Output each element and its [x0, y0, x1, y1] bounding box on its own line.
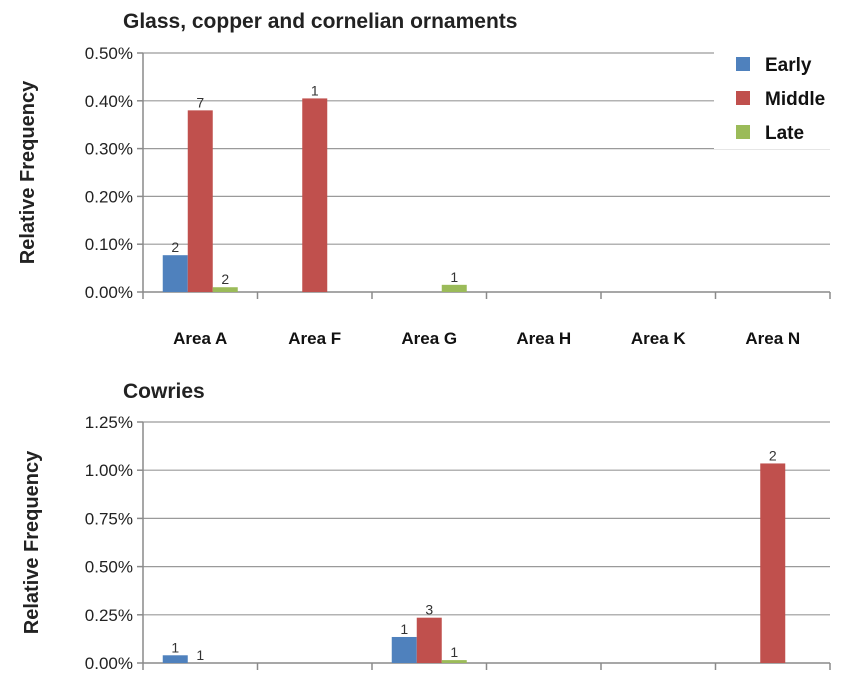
category-label: Area A [173, 329, 227, 348]
data-label: 2 [221, 271, 229, 287]
legend: Early Middle Late [714, 47, 830, 149]
category-label: Area N [745, 329, 800, 348]
data-label: 1 [196, 647, 204, 663]
y-tick-label: 0.00% [85, 654, 133, 673]
data-label: 2 [171, 239, 179, 255]
legend-swatch [736, 91, 750, 105]
data-label: 1 [400, 621, 408, 637]
y-axis-label: Relative Frequency [17, 80, 39, 264]
legend-swatch [736, 57, 750, 71]
chart-2: Cowries Relative Frequency 0.00% 0.25% 0.50%… [21, 380, 831, 673]
bar-late-3 [441, 660, 467, 663]
y-tick-label: 0.75% [85, 509, 133, 528]
legend-label: Early [765, 55, 812, 76]
bar-late-3 [441, 284, 467, 292]
data-label: 1 [450, 644, 458, 660]
chart-title: Cowries [123, 380, 205, 403]
legend-label: Middle [765, 89, 825, 110]
y-tick-label: 0.50% [85, 558, 133, 577]
category-label: Area F [288, 329, 341, 348]
y-tick-label: 0.20% [85, 187, 133, 206]
category-label: Area K [631, 329, 687, 348]
bar-early-3 [391, 636, 417, 663]
y-tick-label: 0.50% [85, 44, 133, 63]
y-tick-label: 0.30% [85, 140, 133, 159]
data-label: 7 [196, 94, 204, 110]
legend-background [714, 47, 830, 149]
chart-1: Glass, copper and cornelian ornaments Rel… [17, 10, 831, 348]
y-tick-label: 0.25% [85, 606, 133, 625]
bar-middle-2 [302, 98, 328, 292]
data-label: 1 [311, 82, 319, 98]
data-label: 2 [769, 447, 777, 463]
category-label: Area H [516, 329, 571, 348]
y-tick-label: 0.00% [85, 283, 133, 302]
bar-early-1 [162, 655, 188, 663]
data-label: 1 [171, 639, 179, 655]
bar-late-1 [212, 287, 238, 292]
y-tick-label: 1.25% [85, 413, 133, 432]
bar-middle-6 [760, 463, 786, 663]
legend-label: Late [765, 123, 804, 144]
chart-title: Glass, copper and cornelian ornaments [123, 10, 517, 33]
y-tick-label: 0.40% [85, 92, 133, 111]
data-label: 1 [450, 269, 458, 285]
y-tick-label: 0.10% [85, 235, 133, 254]
category-label: Area G [401, 329, 457, 348]
bar-middle-1 [187, 110, 213, 292]
bar-middle-3 [416, 617, 442, 663]
y-tick-label: 1.00% [85, 461, 133, 480]
bar-early-1 [162, 255, 188, 292]
data-label: 3 [425, 602, 433, 618]
y-axis-label: Relative Frequency [21, 450, 43, 634]
legend-swatch [736, 125, 750, 139]
